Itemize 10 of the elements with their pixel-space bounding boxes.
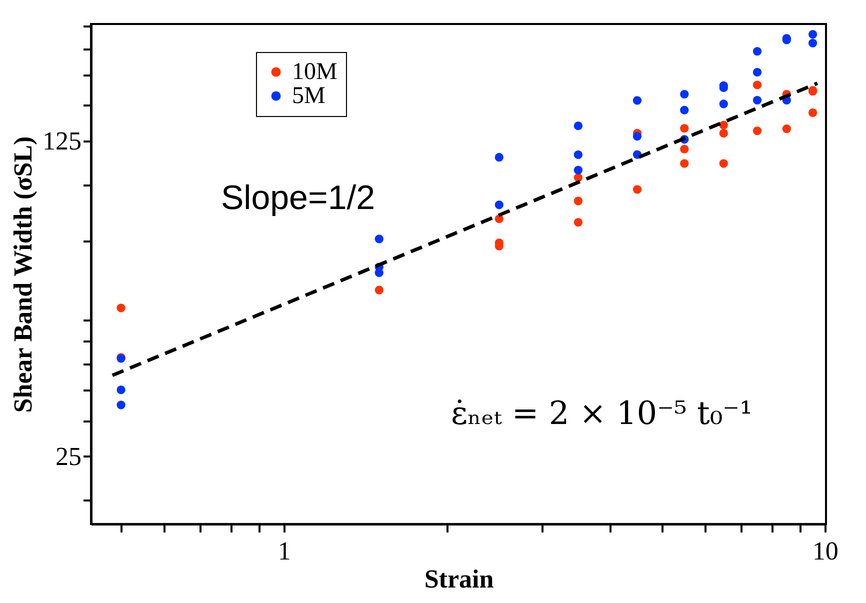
x-tick-label: 10: [812, 536, 838, 566]
annotation: Slope=1/2: [221, 179, 376, 217]
y-tick-label: 25: [56, 442, 82, 471]
legend-label: 10M: [292, 59, 338, 85]
x-tick-label: 1: [278, 536, 291, 566]
annotation: ε̇ₙₑₜ = 2 × 10⁻⁵ t₀⁻¹: [451, 394, 752, 432]
x-axis-title: Strain: [424, 564, 494, 594]
legend-label: 5M: [292, 83, 326, 109]
y-axis-title: Shear Band Width (σSL): [8, 136, 38, 413]
y-tick-label: 125: [42, 126, 82, 156]
